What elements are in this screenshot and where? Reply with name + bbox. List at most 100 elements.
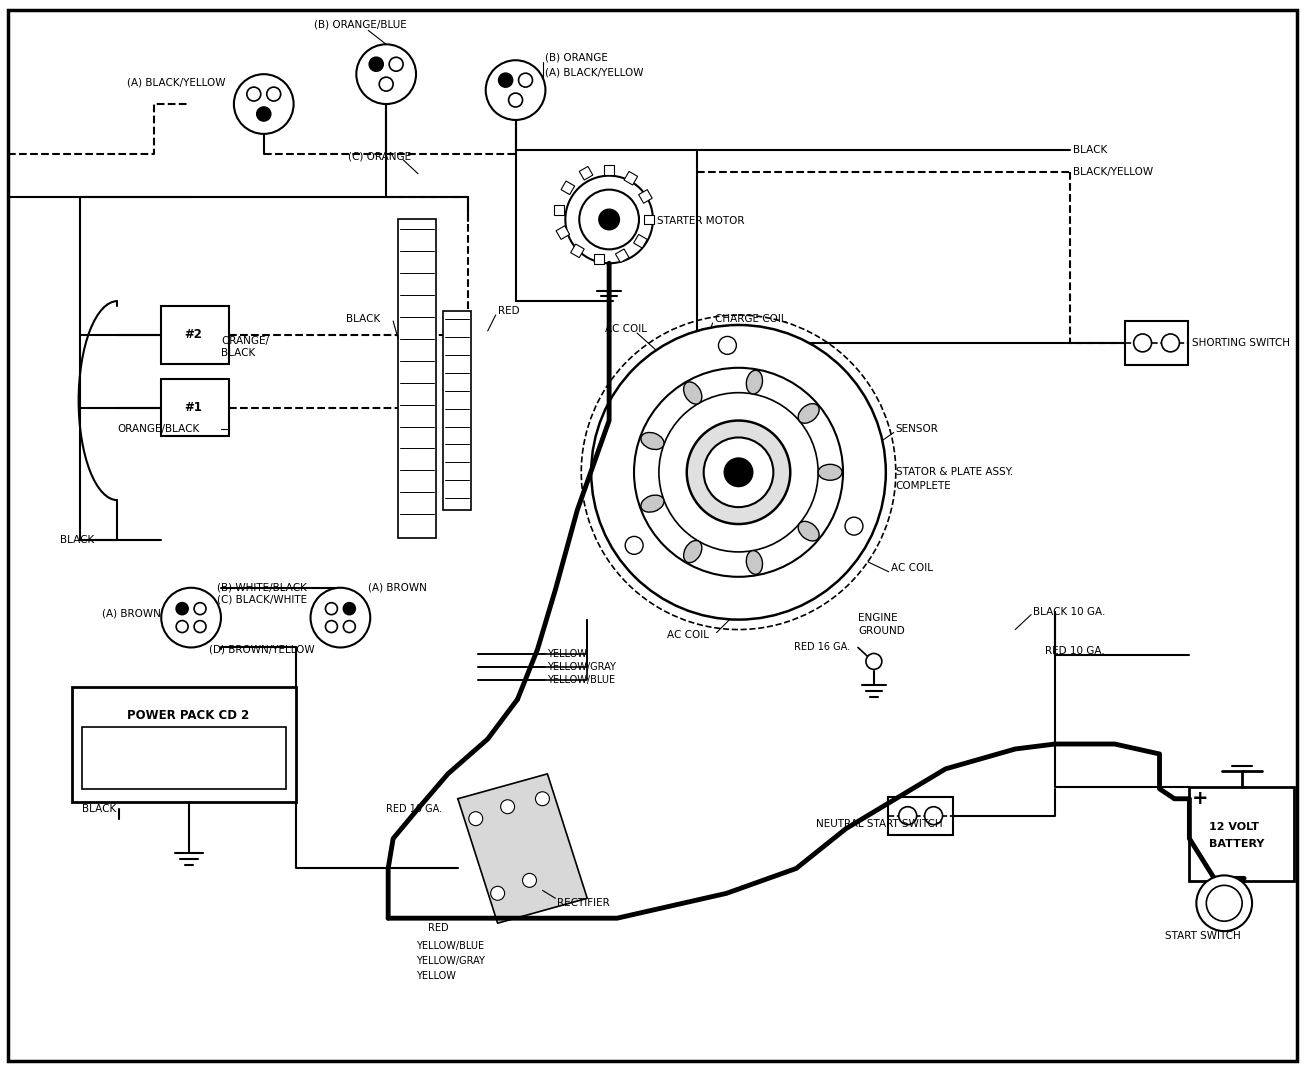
Text: POWER PACK CD 2: POWER PACK CD 2 (127, 709, 249, 722)
Text: BLACK/YELLOW: BLACK/YELLOW (1073, 167, 1153, 177)
Circle shape (176, 620, 188, 633)
Text: ENGINE: ENGINE (857, 613, 898, 622)
Bar (161, 379, 228, 437)
Bar (595, 254, 604, 265)
Circle shape (704, 437, 773, 508)
Circle shape (344, 603, 356, 615)
Text: (A) BLACK/YELLOW: (A) BLACK/YELLOW (127, 77, 226, 87)
Text: ORANGE/: ORANGE/ (221, 336, 269, 346)
Bar (634, 235, 647, 248)
Circle shape (176, 603, 188, 615)
Circle shape (846, 517, 863, 536)
Bar (398, 220, 436, 538)
Text: SENSOR: SENSOR (895, 423, 939, 434)
Text: YELLOW/BLUE: YELLOW/BLUE (548, 676, 616, 685)
Circle shape (486, 60, 545, 120)
Circle shape (491, 887, 504, 901)
Circle shape (659, 393, 818, 552)
Bar (579, 166, 593, 180)
Ellipse shape (746, 371, 763, 394)
Text: YELLOW: YELLOW (416, 971, 456, 981)
Circle shape (508, 93, 523, 107)
Text: BLACK: BLACK (347, 314, 381, 325)
Ellipse shape (641, 433, 664, 450)
Text: SHORTING SWITCH: SHORTING SWITCH (1192, 338, 1291, 348)
Circle shape (356, 44, 416, 104)
Text: YELLOW/GRAY: YELLOW/GRAY (416, 956, 484, 966)
Text: CHARGE COIL: CHARGE COIL (714, 314, 786, 325)
Text: (C) BLACK/WHITE: (C) BLACK/WHITE (217, 594, 307, 605)
Circle shape (899, 806, 916, 825)
Text: BLACK: BLACK (221, 348, 255, 358)
Text: RED 16 GA.: RED 16 GA. (794, 643, 851, 652)
Bar (554, 205, 565, 214)
Circle shape (725, 458, 752, 486)
Text: COMPLETE: COMPLETE (895, 481, 952, 492)
Text: AC COIL: AC COIL (890, 563, 932, 573)
Circle shape (234, 74, 294, 134)
Ellipse shape (818, 465, 842, 480)
Text: STARTER MOTOR: STARTER MOTOR (656, 216, 744, 226)
Bar (624, 171, 638, 185)
Text: RED 10 GA.: RED 10 GA. (386, 803, 442, 814)
Circle shape (687, 421, 790, 524)
Circle shape (499, 73, 512, 87)
Bar (1125, 321, 1188, 365)
Text: BLACK: BLACK (59, 536, 95, 545)
Text: (B) ORANGE: (B) ORANGE (545, 52, 608, 62)
Text: (D) BROWN/YELLOW: (D) BROWN/YELLOW (209, 645, 315, 654)
Text: GROUND: GROUND (857, 625, 905, 635)
Circle shape (924, 806, 943, 825)
Ellipse shape (798, 404, 819, 423)
Text: (A) BROWN: (A) BROWN (101, 608, 160, 619)
Text: BATTERY: BATTERY (1209, 839, 1264, 848)
Text: YELLOW: YELLOW (548, 649, 587, 660)
Bar (643, 214, 654, 225)
Text: YELLOW/BLUE: YELLOW/BLUE (416, 941, 484, 951)
Circle shape (519, 73, 533, 87)
Circle shape (634, 367, 843, 577)
Bar (888, 797, 952, 834)
Circle shape (579, 190, 639, 250)
Circle shape (161, 588, 221, 648)
Ellipse shape (746, 550, 763, 574)
Circle shape (1196, 875, 1253, 931)
Bar (604, 165, 614, 175)
Text: #1: #1 (184, 402, 202, 414)
Text: #2: #2 (184, 329, 202, 342)
Circle shape (369, 57, 383, 71)
Bar (638, 190, 653, 203)
Bar (81, 727, 286, 789)
Circle shape (344, 620, 356, 633)
Circle shape (536, 791, 549, 805)
Bar (561, 181, 575, 195)
Bar (72, 688, 295, 802)
Bar (616, 248, 629, 262)
Circle shape (865, 653, 882, 669)
Text: (A) BLACK/YELLOW: (A) BLACK/YELLOW (545, 67, 643, 77)
Text: (A) BROWN: (A) BROWN (368, 583, 427, 592)
Text: RED: RED (428, 923, 449, 933)
Ellipse shape (684, 382, 702, 404)
Bar (557, 226, 570, 240)
Bar (1190, 787, 1293, 881)
Circle shape (257, 107, 270, 121)
Text: NEUTRAL START SWITCH: NEUTRAL START SWITCH (817, 818, 943, 829)
Bar (161, 306, 228, 364)
Text: ORANGE/BLACK: ORANGE/BLACK (117, 423, 200, 434)
Text: (C) ORANGE: (C) ORANGE (348, 152, 411, 162)
Circle shape (247, 87, 261, 101)
Circle shape (500, 800, 515, 814)
Text: BLACK: BLACK (1073, 145, 1107, 155)
Circle shape (267, 87, 281, 101)
Text: AC COIL: AC COIL (605, 323, 647, 334)
Circle shape (326, 620, 337, 633)
Text: +: + (1192, 789, 1209, 809)
Circle shape (469, 812, 483, 826)
Text: RECTIFIER: RECTIFIER (558, 899, 611, 908)
Circle shape (311, 588, 370, 648)
Text: (B) ORANGE/BLUE: (B) ORANGE/BLUE (314, 19, 406, 29)
Circle shape (582, 315, 895, 630)
Circle shape (1207, 886, 1242, 921)
Text: AC COIL: AC COIL (667, 630, 709, 639)
